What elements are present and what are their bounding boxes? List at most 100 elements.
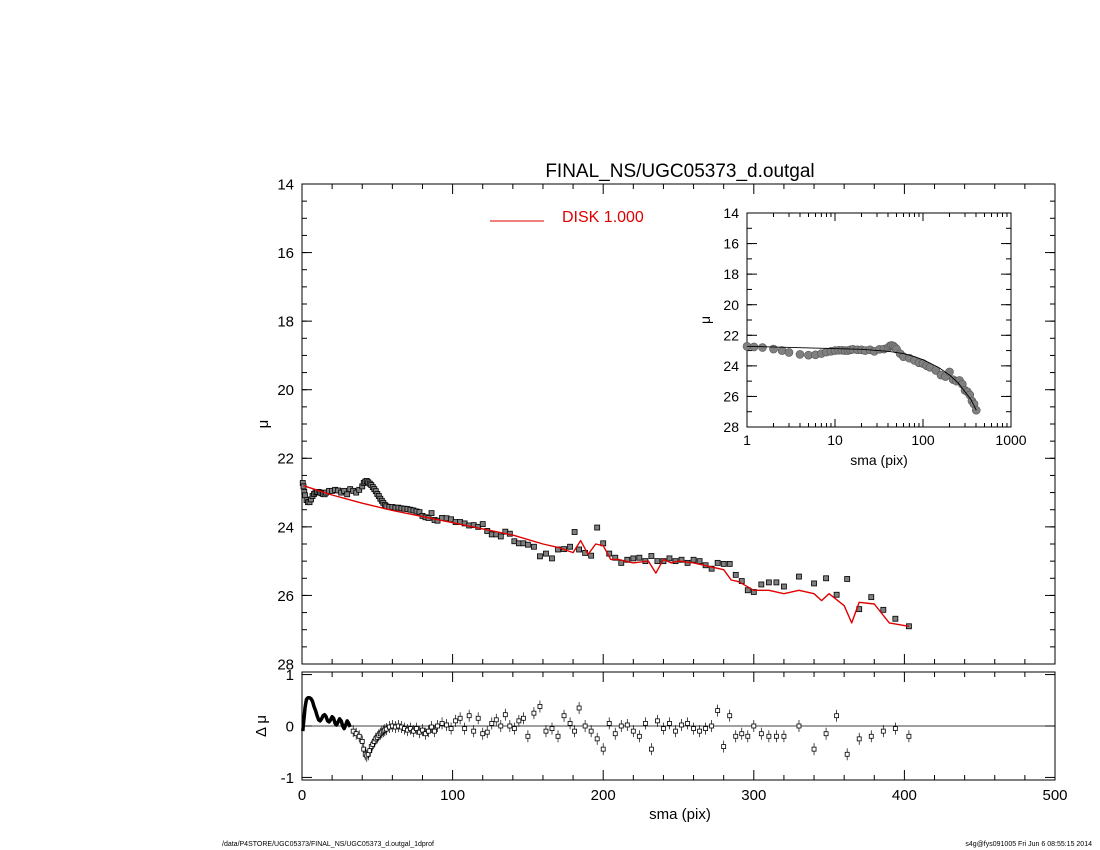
resid-data-point xyxy=(758,731,764,737)
resid-data-point xyxy=(489,721,495,726)
inset-xtick-label: 1 xyxy=(743,432,751,448)
resid-data-point xyxy=(561,713,567,719)
resid-data-point xyxy=(520,715,526,721)
footer-timestamp: s4g@fys091005 Fri Jun 6 08:55:15 2014 xyxy=(965,841,1092,848)
resid-data-point xyxy=(781,733,787,739)
resid-data-point xyxy=(350,728,356,734)
inset-ytick-label: 14 xyxy=(723,205,739,221)
chart-title: FINAL_NS/UGC05373_d.outgal xyxy=(545,161,814,182)
resid-data-point xyxy=(727,713,733,719)
resid-data-point xyxy=(811,746,817,752)
resid-data-point xyxy=(733,733,739,739)
main-data-point xyxy=(758,581,765,588)
inset-xlabel: sma (pix) xyxy=(850,452,908,468)
residual-inner-curve xyxy=(301,695,352,732)
resid-data-point xyxy=(739,731,745,737)
main-data-point xyxy=(416,509,423,516)
resid-data-point xyxy=(353,731,359,737)
resid-data-point xyxy=(543,728,549,734)
inset-ylabel: μ xyxy=(697,316,713,324)
resid-data-point xyxy=(582,723,588,729)
resid-data-point xyxy=(796,723,802,729)
resid-data-point xyxy=(475,715,481,721)
main-data-point xyxy=(537,553,543,560)
main-data-point xyxy=(811,580,817,587)
resid-data-point xyxy=(502,712,508,718)
resid-data-point xyxy=(661,726,666,731)
resid-xtick-label: 300 xyxy=(741,787,766,804)
resid-data-point xyxy=(498,723,504,729)
resid-data-point xyxy=(531,710,537,716)
resid-data-point xyxy=(361,746,367,752)
resid-ytick-label: 0 xyxy=(286,718,294,735)
inset-ytick-label: 26 xyxy=(723,388,739,404)
main-data-point xyxy=(833,591,840,598)
resid-data-point xyxy=(630,728,636,734)
resid-data-point xyxy=(525,733,531,739)
resid-data-point xyxy=(600,746,606,752)
resid-data-point xyxy=(685,721,690,726)
main-profile-panel: 14 16 18 20 22 24 26 28 μ DISK 1.000 xyxy=(255,176,1056,673)
main-data-point xyxy=(654,558,661,565)
resid-xtick-label: 500 xyxy=(1042,787,1067,804)
resid-data-point xyxy=(493,717,499,723)
main-data-point xyxy=(708,565,715,572)
resid-data-point xyxy=(606,721,612,726)
resid-data-point xyxy=(618,723,624,729)
resid-data-point xyxy=(426,728,431,734)
main-data-point xyxy=(796,573,802,580)
main-ytick-label: 22 xyxy=(277,451,294,468)
main-data-point xyxy=(302,492,308,499)
main-data-point xyxy=(428,510,435,517)
main-data-point xyxy=(765,579,772,586)
resid-data-point xyxy=(667,721,672,726)
main-data-point xyxy=(648,553,655,559)
resid-data-point xyxy=(432,728,437,734)
main-data-point xyxy=(531,543,537,550)
resid-xtick-label: 200 xyxy=(591,787,616,804)
main-ytick-label: 14 xyxy=(277,176,294,193)
resid-data-point xyxy=(516,718,522,724)
resid-data-point xyxy=(892,726,898,731)
legend-label: DISK 1.000 xyxy=(562,209,644,226)
disk-model-line xyxy=(303,485,910,627)
inset-xtick-label: 10 xyxy=(827,432,843,448)
main-data-point xyxy=(868,594,875,601)
resid-data-point xyxy=(673,728,678,734)
resid-data-point xyxy=(555,733,561,739)
main-data-point xyxy=(549,555,555,562)
resid-data-point xyxy=(466,713,472,719)
resid-data-point xyxy=(868,733,874,739)
inset-data-point xyxy=(795,350,805,359)
resid-ylabel: Δ μ xyxy=(253,715,270,737)
inset-data-point xyxy=(758,343,767,352)
resid-data-point xyxy=(511,726,517,731)
resid-data-point xyxy=(594,736,600,742)
resid-data-point xyxy=(648,746,654,752)
main-data-point xyxy=(543,550,549,557)
main-data-point xyxy=(356,486,363,493)
main-ytick-label: 28 xyxy=(277,656,294,673)
inset-data-point xyxy=(784,348,794,357)
resid-data-point xyxy=(636,733,642,739)
resid-data-point xyxy=(462,726,468,731)
resid-data-point xyxy=(697,728,702,734)
main-ylabel: μ xyxy=(255,420,272,429)
resid-data-point xyxy=(844,751,850,757)
main-data-point xyxy=(624,556,631,563)
inset-ytick-label: 20 xyxy=(723,297,739,313)
resid-xtick-label: 400 xyxy=(892,787,917,804)
main-data-point xyxy=(612,554,619,561)
resid-data-point xyxy=(420,727,425,733)
resid-ytick-label: 1 xyxy=(286,667,294,684)
resid-data-point xyxy=(356,733,362,739)
inset-ytick-label: 18 xyxy=(723,266,739,282)
main-data-point xyxy=(696,558,703,565)
resid-data-point xyxy=(448,726,454,731)
resid-data-point xyxy=(507,723,513,729)
resid-data-point xyxy=(709,723,715,729)
inset-xtick-label: 100 xyxy=(911,432,935,448)
resid-data-point xyxy=(834,713,840,719)
main-data-point xyxy=(773,579,780,586)
